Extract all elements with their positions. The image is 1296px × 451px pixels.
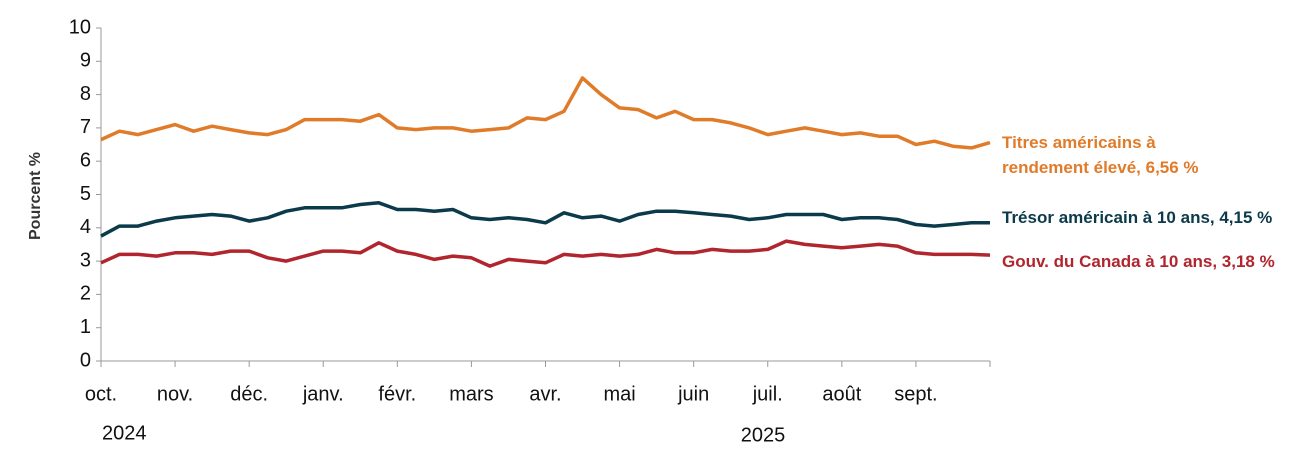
year-label: 2025 [741, 424, 786, 446]
y-tick-label: 1 [80, 316, 91, 338]
y-tick-label: 3 [80, 249, 91, 271]
x-tick-label: déc. [230, 383, 268, 405]
x-tick-label: janv. [302, 383, 344, 405]
legend-label: Titres américains à rendement élevé, 6,5… [1002, 133, 1199, 177]
series-line [100, 76, 991, 150]
x-tick-label: mai [603, 383, 635, 405]
x-tick-label: août [822, 383, 861, 405]
x-tick-label: avr. [529, 383, 561, 405]
series-line [100, 239, 991, 268]
y-tick-label: 8 [80, 83, 91, 105]
legend-label: Gouv. du Canada à 10 ans, 3,18 % [1002, 252, 1275, 271]
y-tick-label: 0 [80, 349, 91, 371]
y-tick-label: 7 [80, 116, 91, 138]
x-tick-label: févr. [378, 383, 416, 405]
x-tick-label: sept. [894, 383, 937, 405]
y-axis-label: Pourcent % [27, 152, 44, 240]
y-tick-label: 10 [69, 16, 91, 38]
x-tick-label: juin [677, 383, 709, 405]
series-line [100, 201, 990, 238]
legend-label: Trésor américain à 10 ans, 4,15 % [1002, 208, 1273, 227]
y-tick-label: 2 [80, 283, 91, 305]
x-tick-label: nov. [157, 383, 193, 405]
x-tick-label: oct. [85, 383, 117, 405]
y-tick-label: 6 [80, 149, 91, 171]
y-tick-label: 4 [80, 216, 91, 238]
y-tick-label: 5 [80, 183, 91, 205]
y-tick-label: 9 [80, 50, 91, 72]
x-tick-label: juil. [752, 383, 783, 405]
year-label: 2024 [102, 422, 147, 444]
x-tick-label: mars [449, 383, 493, 405]
